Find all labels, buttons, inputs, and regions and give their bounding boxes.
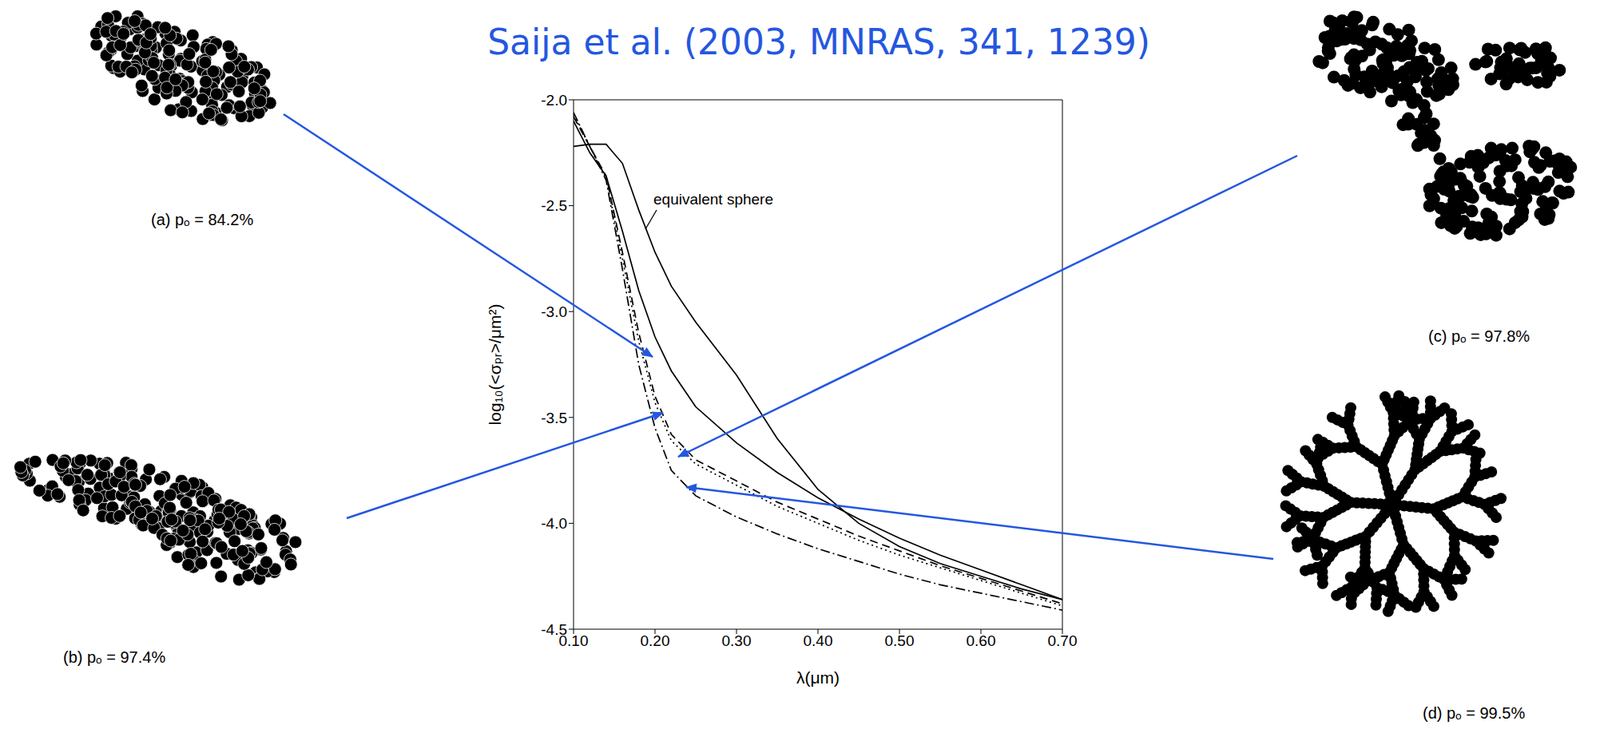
svg-text:-3.0: -3.0 — [540, 303, 568, 321]
svg-text:equivalent sphere: equivalent sphere — [653, 190, 774, 208]
svg-text:0.50: 0.50 — [885, 632, 915, 650]
svg-text:(b) pₒ = 97.4%: (b) pₒ = 97.4% — [63, 648, 166, 667]
svg-text:λ(μm): λ(μm) — [796, 668, 840, 687]
svg-text:-2.5: -2.5 — [540, 197, 568, 215]
svg-text:-2.0: -2.0 — [540, 91, 568, 109]
svg-text:Saija et al. (2003, MNRAS, 341: Saija et al. (2003, MNRAS, 341, 1239) — [487, 21, 1151, 63]
svg-text:0.30: 0.30 — [722, 632, 752, 650]
svg-text:0.20: 0.20 — [640, 632, 671, 650]
svg-text:-4.5: -4.5 — [540, 621, 568, 639]
svg-text:0.70: 0.70 — [1048, 632, 1078, 650]
svg-text:-3.5: -3.5 — [540, 409, 568, 427]
svg-text:log₁₀(<σₚᵣ>/μm²): log₁₀(<σₚᵣ>/μm²) — [485, 304, 505, 426]
svg-text:(c) pₒ = 97.8%: (c) pₒ = 97.8% — [1428, 327, 1530, 346]
svg-text:0.10: 0.10 — [558, 633, 589, 650]
svg-text:-4.0: -4.0 — [540, 515, 568, 533]
svg-text:(a) pₒ = 84.2%: (a) pₒ = 84.2% — [150, 210, 254, 229]
svg-text:0.40: 0.40 — [803, 632, 834, 650]
svg-text:(d) pₒ = 99.5%: (d) pₒ = 99.5% — [1422, 704, 1525, 723]
svg-text:0.60: 0.60 — [966, 632, 997, 650]
